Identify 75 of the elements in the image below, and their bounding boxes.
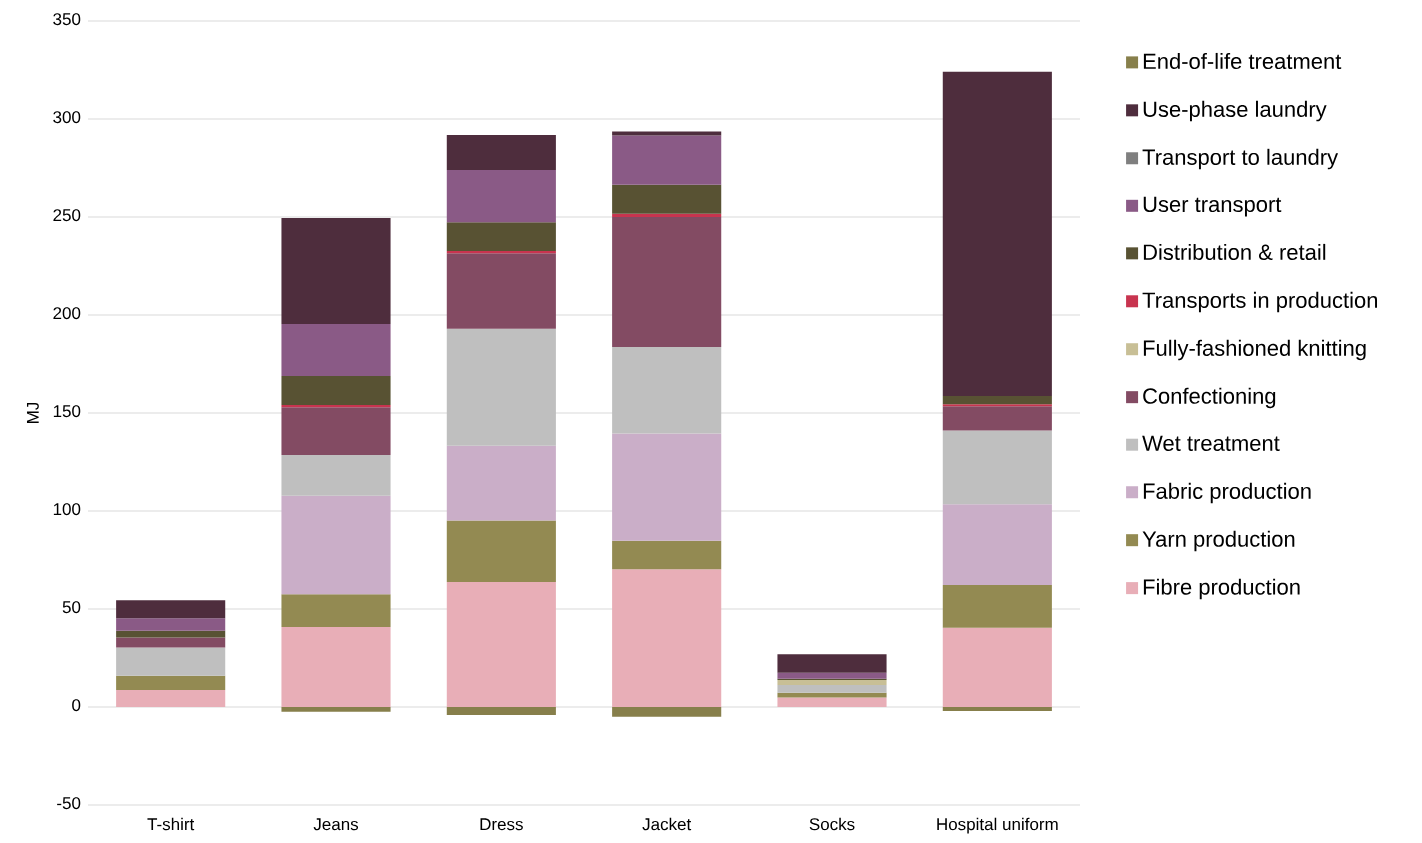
bar [446,253,556,329]
x-tick-label: Socks [809,817,855,831]
legend-label: Confectioning [1143,387,1276,409]
legend-label: Use-phase laundry [1143,101,1327,122]
bar [777,672,887,679]
bar [612,347,722,434]
bar [446,520,556,583]
bar [446,170,556,223]
bar [281,218,391,325]
bar [116,618,226,631]
legend-label: Wet treatment [1142,435,1280,452]
legend-label: Fully-fashioned knitting [1143,339,1366,361]
bar [942,71,1052,397]
bar [777,654,887,673]
bar [777,685,887,693]
bar [942,430,1052,505]
bar [116,630,226,638]
bar [777,680,887,686]
y-axis-title: MJ [26,403,39,424]
bar [612,569,722,708]
y-tick-label: 150 [53,405,81,418]
bar [281,707,391,712]
bar [942,585,1052,628]
legend-label: Yarn production [1142,530,1295,552]
bar [612,135,722,185]
legend-label: Fibre production [1143,578,1300,600]
bar [446,582,556,708]
y-tick-label: 0 [72,699,81,712]
legend-label: Transports in production [1142,291,1377,313]
bar [942,504,1052,586]
bar [116,675,226,691]
bar [446,222,556,252]
x-tick-label: T-shirt [147,817,195,831]
bar [942,406,1052,431]
bar [446,445,556,521]
x-tick-label: Dress [480,818,523,831]
bar [612,707,722,717]
bar [612,540,722,570]
legend-label: Distribution & retail [1143,244,1326,261]
bar [116,690,226,708]
bar [446,707,556,716]
y-tick-label: 100 [53,503,81,516]
bar [612,433,722,541]
x-tick-label: Hospital uniform [937,817,1058,834]
y-tick-label: 300 [53,111,81,124]
legend-label: End-of-life treatment [1143,53,1342,70]
bar [446,135,556,171]
x-tick-label: Jeans [313,818,359,831]
bar [281,324,391,377]
bar [116,637,226,648]
bar [281,627,391,708]
y-tick-label: 200 [53,307,81,320]
bar [446,328,556,446]
bar [612,213,722,218]
bar [281,594,391,628]
bar [942,627,1052,708]
bar [942,707,1052,712]
y-tick-label: 50 [62,601,81,614]
bar [116,600,226,619]
bar [281,495,391,595]
bar [612,217,722,348]
bar [116,647,226,676]
bar [281,407,391,456]
legend-label: Transport to laundry [1142,148,1339,170]
legend-label: Fabric production [1143,482,1311,504]
y-tick-label: 250 [53,209,81,222]
bar [942,396,1052,405]
x-tick-label: Jacket [642,817,692,831]
y-tick-label: 350 [53,13,81,26]
bar [777,697,887,708]
bar [612,184,722,214]
bar [281,455,391,496]
y-tick-label: -50 [57,797,81,810]
bar [281,376,391,406]
legend-label: User transport [1143,196,1282,217]
